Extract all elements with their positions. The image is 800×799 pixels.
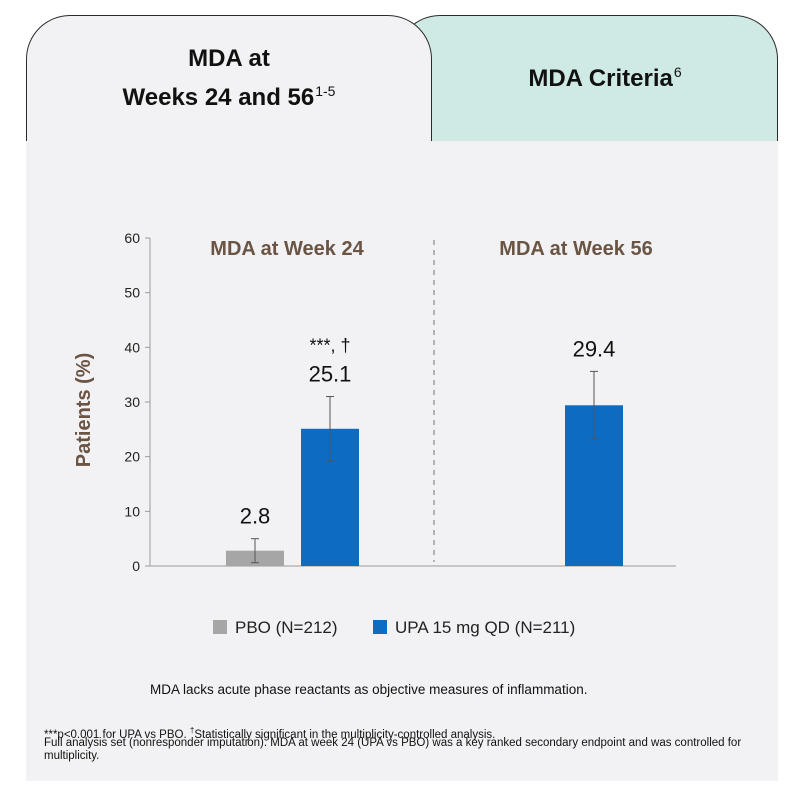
bar-chart: 0 10 20 30 40 50 60 Patients (%) MDA at Week 24 2… (73, 230, 676, 637)
data-label: 29.4 (573, 336, 616, 361)
tab-left-reference: 1-5 (315, 83, 336, 99)
y-tick-label: 0 (132, 558, 140, 574)
tab-mda-criteria[interactable]: MDA Criteria6 (396, 15, 778, 141)
tab-mda-weeks[interactable]: MDA at Weeks 24 and 561-5 (26, 15, 432, 141)
tab-mda-criteria-label: MDA Criteria6 (528, 64, 682, 92)
footnote-significance: ***p<0.001 for UPA vs PBO. †Statisticall… (44, 726, 496, 741)
y-tick-label: 40 (124, 339, 140, 355)
y-tick-label: 50 (124, 285, 140, 301)
y-axis-title: Patients (%) (73, 353, 95, 467)
tab-mda-weeks-label: MDA at Weeks 24 and 561-5 (122, 45, 336, 111)
content-panel (26, 141, 778, 781)
data-label: 2.8 (240, 504, 271, 529)
legend-label-pbo: PBO (N=212) (235, 618, 338, 637)
tab-right-reference: 6 (673, 64, 682, 80)
y-tick-label: 20 (124, 449, 140, 465)
y-tick-label: 30 (124, 394, 140, 410)
note-text: MDA lacks acute phase reactants as objec… (150, 682, 588, 697)
legend-swatch-pbo (213, 620, 227, 634)
data-label: 25.1 (309, 362, 352, 387)
y-tick-label: 10 (124, 503, 140, 519)
panel-title: MDA at Week 24 (210, 238, 364, 260)
footnote-analysis: Full analysis set (nonresponder imputati… (44, 737, 742, 762)
legend-label-upa: UPA 15 mg QD (N=211) (395, 618, 575, 637)
y-tick-label: 60 (124, 230, 140, 246)
panel-title: MDA at Week 56 (499, 238, 652, 260)
legend-swatch-upa (373, 620, 387, 634)
significance-annotation: ***, † (309, 336, 350, 356)
